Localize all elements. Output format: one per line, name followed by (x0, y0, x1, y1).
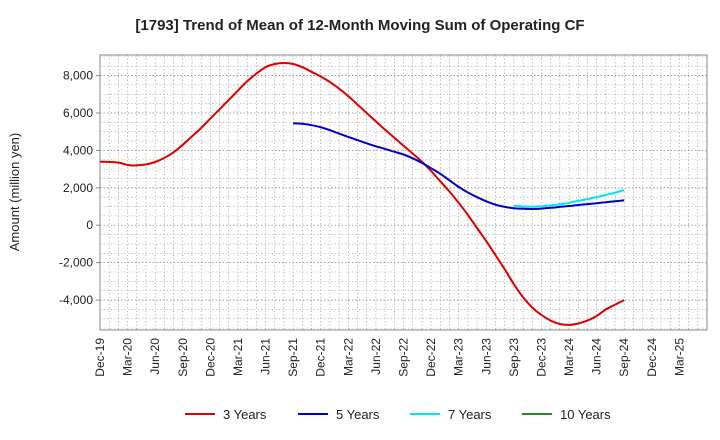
x-tick-label: Sep-21 (286, 338, 300, 377)
y-tick-label: 8,000 (63, 69, 93, 83)
x-tick-label: Mar-21 (231, 338, 245, 376)
x-tick-label: Jun-21 (259, 338, 273, 375)
y-tick-label: -2,000 (59, 256, 93, 270)
plot-area-border (99, 54, 708, 331)
x-tick-label: Dec-21 (314, 338, 328, 377)
legend: 3 Years 5 Years 7 Years 10 Years (185, 407, 611, 422)
y-tick-label: 4,000 (63, 143, 93, 157)
legend-label: 3 Years (223, 407, 267, 422)
series-line-5-years (293, 122, 625, 210)
x-tick-label: Jun-20 (148, 338, 162, 375)
y-tick-label: 6,000 (63, 106, 93, 120)
x-tick-label: Dec-24 (645, 338, 659, 377)
x-tick-label: Jun-23 (479, 338, 493, 375)
x-tick-label: Sep-24 (617, 338, 631, 377)
series-line-7-years (513, 189, 625, 208)
y-tick-label: -4,000 (59, 293, 93, 307)
legend-label: 10 Years (560, 407, 611, 422)
y-tick-label: 0 (86, 218, 93, 232)
x-tick-label: Sep-20 (176, 338, 190, 377)
x-tick-label: Dec-22 (424, 338, 438, 377)
chart-title: [1793] Trend of Mean of 12-Month Moving … (135, 17, 584, 34)
legend-label: 5 Years (336, 407, 380, 422)
x-tick-label: Mar-25 (672, 338, 686, 376)
x-tick-label: Mar-20 (121, 338, 135, 376)
x-tick-label: Mar-22 (341, 338, 355, 376)
series-lines (99, 62, 625, 326)
x-tick-label: Dec-20 (203, 338, 217, 377)
y-axis-label: Amount (million yen) (7, 133, 22, 252)
x-tick-label: Dec-23 (534, 338, 548, 377)
x-tick-label: Mar-23 (452, 338, 466, 376)
y-tick-label: 2,000 (63, 181, 93, 195)
series-line-3-years (99, 62, 625, 326)
grid (100, 55, 707, 330)
legend-label: 7 Years (448, 407, 492, 422)
x-tick-label: Dec-19 (93, 338, 107, 377)
y-tick-labels: -4,000 -2,000 0 2,000 4,000 6,000 8,000 (59, 69, 100, 307)
x-tick-label: Jun-24 (590, 338, 604, 375)
x-tick-label: Sep-22 (397, 338, 411, 377)
x-tick-label: Jun-22 (369, 338, 383, 375)
x-tick-label: Mar-24 (562, 338, 576, 376)
x-tick-labels: Dec-19 Mar-20 Jun-20 Sep-20 Dec-20 Mar-21 Jun-… (93, 338, 686, 377)
x-tick-label: Sep-23 (507, 338, 521, 377)
